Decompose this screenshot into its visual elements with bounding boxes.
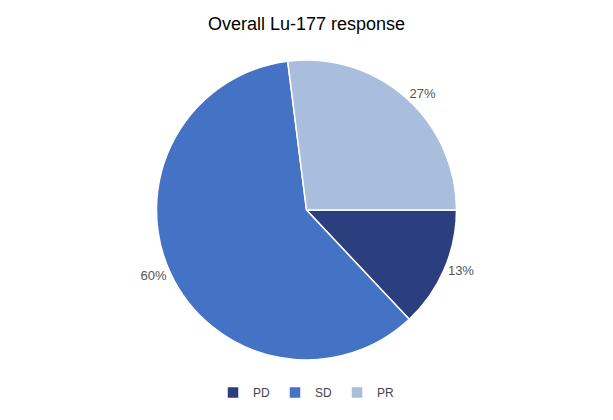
svg-text:PD: PD [253,386,270,400]
svg-text:PR: PR [377,386,394,400]
svg-text:Overall Lu-177 response: Overall Lu-177 response [208,14,405,34]
svg-text:60%: 60% [141,268,167,283]
svg-text:27%: 27% [409,86,435,101]
svg-text:SD: SD [315,386,332,400]
svg-text:13%: 13% [448,263,474,278]
